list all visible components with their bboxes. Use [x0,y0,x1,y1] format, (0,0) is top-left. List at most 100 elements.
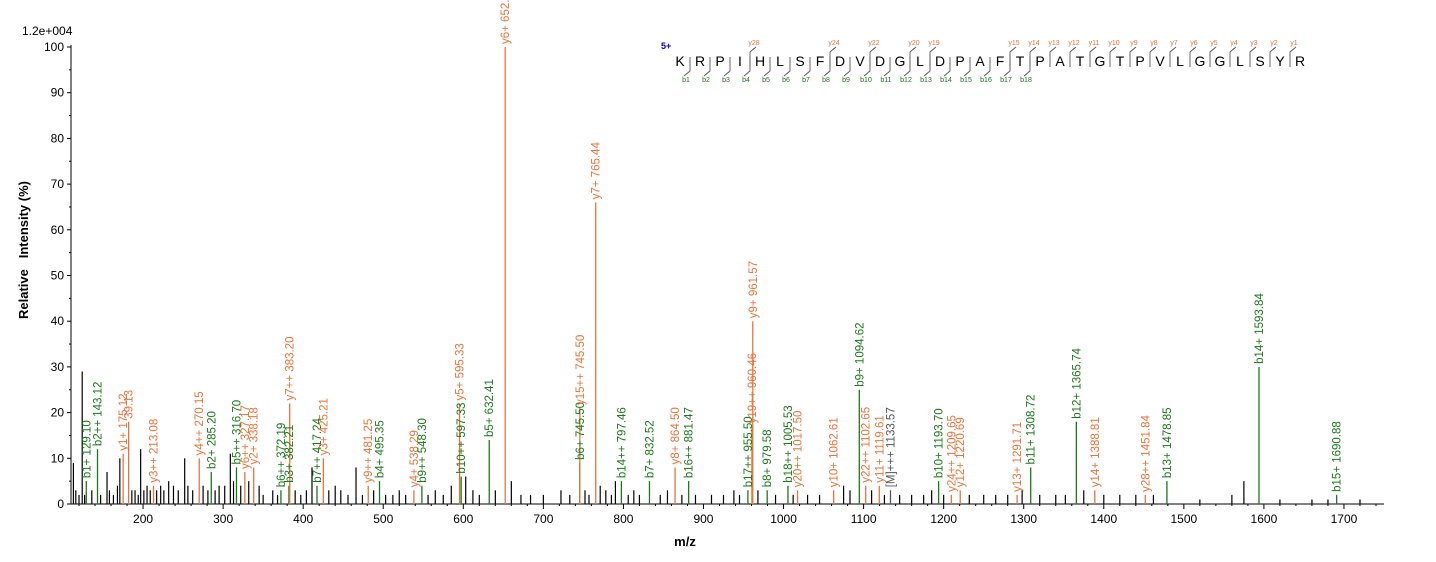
y-ion-label: y2 [1270,40,1278,47]
sequence-residue: T [1116,53,1125,69]
peak-label: b7+ 832.52 [644,420,656,478]
peak-label: y3++ 213.08 [149,419,161,483]
y-ion-bracket [1189,46,1197,67]
sequence-residue: G [1095,53,1106,69]
y-axis-title: Relative Intensity (%) [16,181,31,319]
y-ion-bracket [1169,46,1177,67]
peak-label: b13+ 1478.85 [1162,407,1174,478]
x-tick-label: 200 [133,512,153,526]
peak-label: y4+ 538.29 [409,430,421,487]
y-ion-bracket [1009,46,1017,67]
peak-label: b6+ 745.50 [575,402,587,460]
sequence-residue: F [816,53,825,69]
y-tick-label: 100 [44,40,64,54]
peak-label: y7+ 765.44 [591,142,603,200]
y-ion-label: y22 [868,40,879,47]
peak-label: y9++ 481.25 [363,419,375,483]
peak-label: y9+ 961.57 [748,261,760,318]
sequence-residue: S [795,53,804,69]
y-ion-bracket [1269,46,1277,67]
sequence-residue: G [1215,53,1226,69]
y-tick-label: 90 [51,86,65,100]
x-tick-label: 1600 [1251,512,1278,526]
b-ion-bracket [863,57,871,77]
peak-label: b4+ 495.35 [375,420,387,478]
peak-label: y20++ 1017.50 [793,411,805,488]
peak-label: [M]+++ 1133.57 [885,407,897,487]
peak-label: y5+ 595.33 [455,343,467,400]
sequence-residue: P [1035,53,1044,69]
x-tick-label: 1100 [851,512,877,526]
sequence-residue: L [1236,53,1244,69]
peak-label: b18++ 1005.53 [783,405,795,482]
max-intensity-label: 1.2e+004 [22,24,73,38]
b-ion-label: b11 [880,77,891,84]
peak-label: b9++ 548.30 [417,418,429,483]
peak-label: y22++ 1102.65 [861,407,873,483]
b-ion-bracket [763,57,771,77]
b-ion-label: b17 [1000,77,1012,84]
sequence-coverage-map: 5+K R P I H L S F D V D G L D P A F T P A T G T P V L G G L S Y Rb1 b2 b3… [661,40,1305,84]
sequence-residue: D [875,53,885,69]
y-tick-label: 10 [51,451,65,465]
peak-label: y1+ 175.12 [118,393,130,450]
sequence-residue: V [855,53,865,69]
y-ion-bracket [1069,46,1077,67]
b-ion-bracket [803,57,811,77]
x-tick-label: 1200 [930,512,957,526]
b-ion-label: b18 [1020,77,1032,84]
sequence-residue: V [1155,53,1165,69]
peak-label: y11+ 1119.61 [874,415,886,482]
sequence-residue: P [715,53,724,69]
y-ion-bracket [1289,46,1297,67]
chart-peaks [72,47,1361,504]
y-tick-label: 40 [51,314,65,328]
y-ion-label: y13 [1048,40,1059,47]
b-ion-label: b7 [802,77,810,84]
y-ion-label: y14 [1028,40,1039,47]
peak-label: y19++ 960.46 [747,353,759,423]
y-ion-bracket [929,46,937,67]
b-ion-bracket [1023,57,1031,77]
b-ion-bracket [963,57,971,77]
x-tick-label: 1500 [1170,512,1197,526]
x-tick-label: 1700 [1331,512,1358,526]
x-tick-label: 400 [293,512,313,526]
peak-label: y3+ 425.21 [318,398,330,455]
x-tick-label: 900 [693,512,713,526]
peak-label: b10+ 1193.70 [934,408,946,478]
sequence-residue: S [1255,53,1264,69]
b-ion-bracket [743,57,751,77]
peak-label: 39.13 [124,390,136,419]
peak-label: b11+ 1308.72 [1026,395,1038,465]
y-tick-label: 20 [51,406,65,420]
y-ion-bracket [1089,46,1097,67]
peak-label: b3+ 382.21 [284,425,296,483]
b-ion-bracket [883,57,891,77]
peak-label: b7++ 417.24 [312,418,324,483]
y-ion-bracket [1049,46,1057,67]
y-ion-label: y28 [748,40,759,47]
sequence-residue: H [755,53,765,69]
peak-label: y8+ 864.50 [670,407,682,464]
peak-label: b17++ 955.50 [743,416,755,487]
peak-label: b14+ 1593.84 [1254,293,1266,364]
peak-label: b2++ 143.12 [93,382,105,447]
sequence-residue: I [738,53,742,69]
y-ion-label: y1 [1290,40,1298,47]
b-ion-bracket [783,57,791,77]
sequence-residue: F [996,53,1005,69]
y-ion-bracket [1249,46,1257,67]
peak-label: b2+ 285.20 [206,411,218,469]
b-ion-label: b5 [762,77,770,84]
y-ion-label: y6 [1190,40,1198,47]
x-tick-label: 1000 [770,512,797,526]
peak-label: b9+ 1094.62 [854,322,866,386]
sequence-residue: D [835,53,845,69]
peak-label: b6++ 372.19 [276,423,288,488]
y-tick-label: 50 [51,269,65,283]
y-ion-bracket [1209,46,1217,67]
b-ion-bracket [823,57,831,77]
y-ion-label: y11 [1089,40,1100,47]
